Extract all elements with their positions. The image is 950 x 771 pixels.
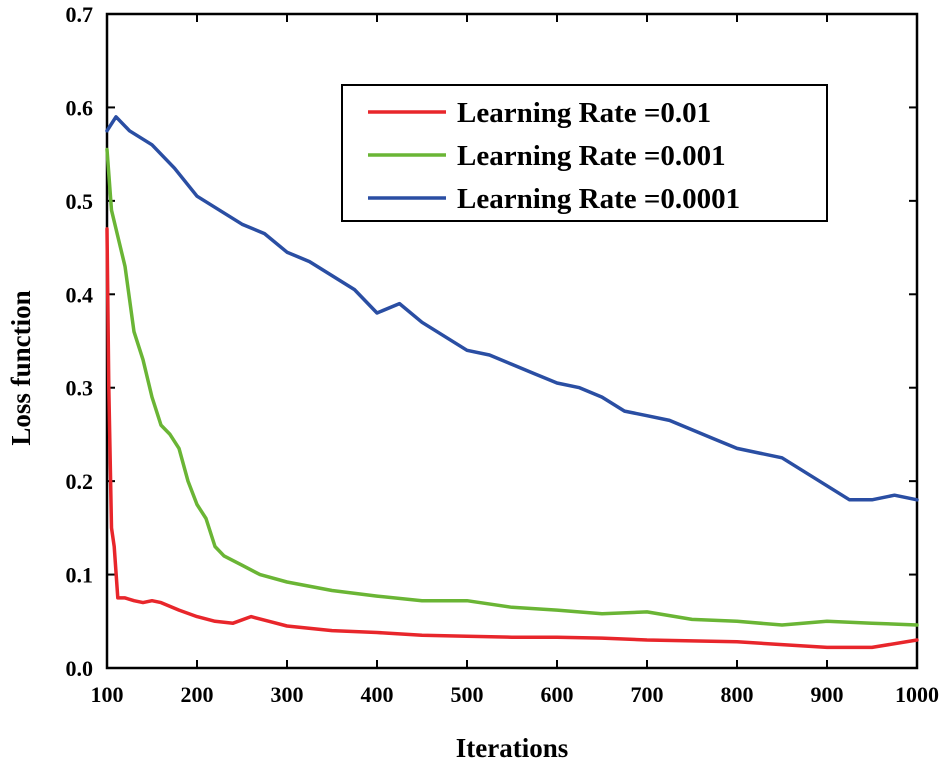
x-tick-label: 500 xyxy=(451,682,484,707)
x-tick-label: 800 xyxy=(721,682,754,707)
y-axis-title: Loss function xyxy=(6,290,36,445)
x-tick-label: 400 xyxy=(361,682,394,707)
legend: Learning Rate =0.01 Learning Rate =0.001… xyxy=(341,84,828,222)
y-tick-label: 0.3 xyxy=(66,376,94,401)
y-tick-label: 0.7 xyxy=(66,2,94,27)
y-tick-label: 0.5 xyxy=(66,189,94,214)
y-tick-label: 0.6 xyxy=(66,95,94,120)
x-tick-label: 600 xyxy=(541,682,574,707)
legend-label-lr-0.01: Learning Rate =0.01 xyxy=(457,97,711,129)
series-layer xyxy=(105,115,919,650)
x-tick-label: 900 xyxy=(811,682,844,707)
x-axis-ticks: 100 200 300 400 500 600 700 800 900 1000 xyxy=(91,14,939,707)
legend-label-lr-0.0001: Learning Rate =0.0001 xyxy=(457,183,740,215)
series-line-lr-0.001 xyxy=(105,147,919,627)
legend-label-lr-0.001: Learning Rate =0.001 xyxy=(457,140,726,172)
y-tick-label: 0.4 xyxy=(66,282,94,307)
y-tick-label: 0.0 xyxy=(66,656,94,681)
x-tick-label: 200 xyxy=(181,682,214,707)
series-line-lr-0.01 xyxy=(105,227,919,650)
series-line-lr-0.0001 xyxy=(105,115,919,502)
x-tick-label: 1000 xyxy=(895,682,939,707)
y-tick-label: 0.1 xyxy=(66,563,94,588)
x-tick-label: 300 xyxy=(271,682,304,707)
x-tick-label: 700 xyxy=(631,682,664,707)
y-tick-label: 0.2 xyxy=(66,469,94,494)
x-tick-label: 100 xyxy=(91,682,124,707)
x-axis-title: Iterations xyxy=(456,733,568,763)
